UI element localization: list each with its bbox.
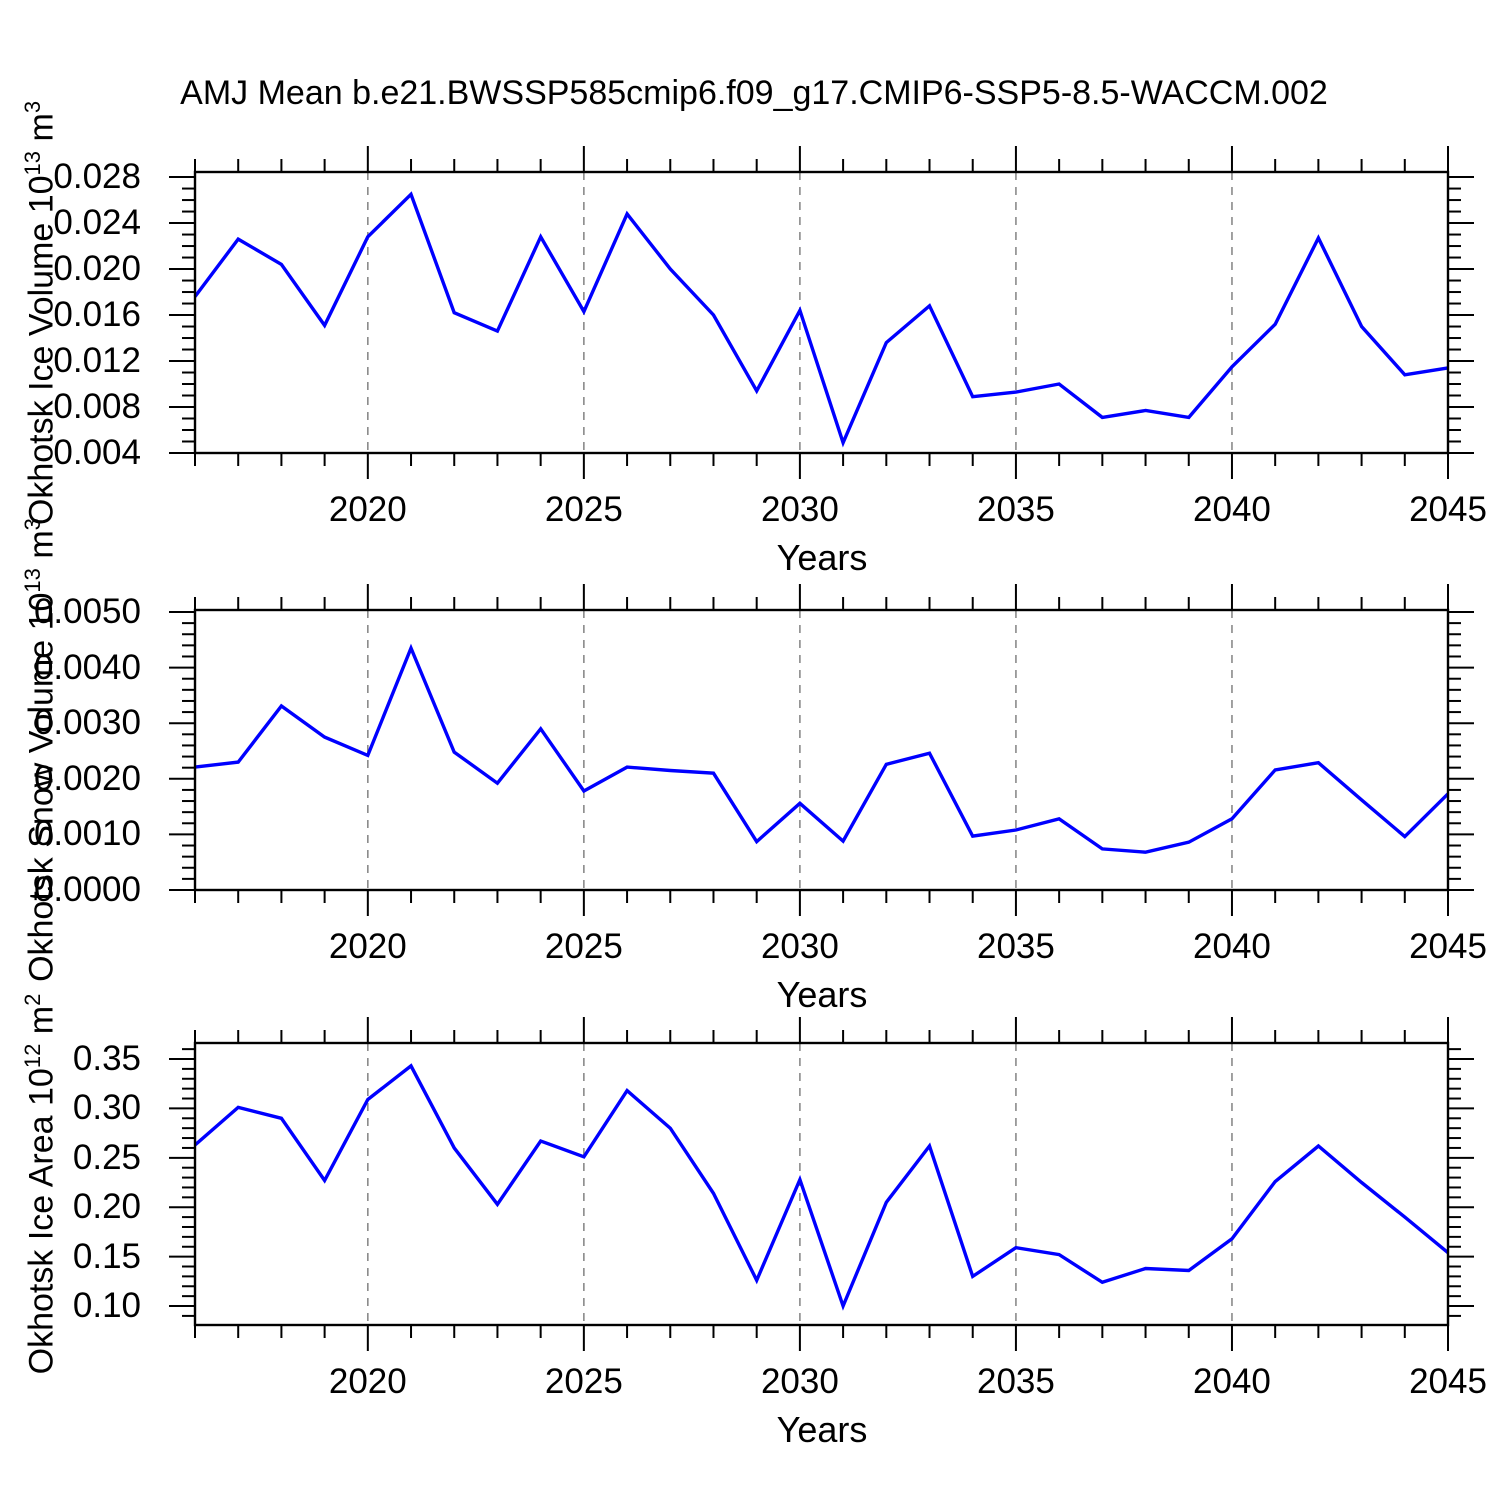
x-tick-label: 2030: [760, 927, 839, 966]
y-tick-label: 0.15: [72, 1236, 141, 1276]
y-tick-label: 0.30: [72, 1088, 141, 1128]
y-tick-label: 0.0000: [33, 870, 141, 909]
y-tick-label: 0.024: [53, 203, 141, 243]
x-tick-label: 2025: [544, 1362, 623, 1401]
y-tick-label: 0.020: [53, 249, 141, 289]
y-tick-label: 0.0040: [33, 647, 141, 687]
x-tick-label: 2045: [1409, 490, 1487, 529]
x-tick-label: 2045: [1409, 927, 1487, 966]
x-tick-label: 2035: [976, 927, 1055, 966]
ylabel-text: m: [22, 530, 61, 569]
x-tick-label: 2040: [1193, 490, 1271, 529]
y-tick-label: 0.20: [72, 1187, 141, 1227]
x-tick-label: 2030: [760, 490, 839, 529]
x-tick-label: 2025: [544, 927, 623, 966]
ylabel-superscript: 2: [20, 993, 46, 1006]
xaxis-title-panel2: Years: [776, 974, 868, 1015]
y-tick-label: 0.028: [53, 157, 141, 197]
x-tick-label: 2035: [976, 1362, 1055, 1401]
y-tick-label: 0.004: [53, 433, 141, 472]
chart-title: AMJ Mean b.e21.BWSSP585cmip6.f09_g17.CMI…: [180, 74, 1328, 112]
y-tick-label: 0.0030: [33, 703, 141, 743]
x-tick-label: 2035: [976, 490, 1055, 529]
x-tick-label: 2025: [544, 490, 623, 529]
y-tick-label: 0.0050: [33, 592, 141, 631]
y-tick-label: 0.0010: [33, 814, 141, 854]
xaxis-title-panel1: Years: [776, 537, 868, 578]
ylabel-superscript: 3: [20, 518, 46, 531]
y-tick-label: 0.016: [53, 295, 141, 335]
x-tick-label: 2020: [328, 927, 407, 966]
xaxis-title-panel3: Years: [776, 1409, 868, 1450]
y-tick-label: 0.35: [72, 1039, 141, 1078]
ylabel-snow-volume: Okhotsk Snow Volume 1013 m3: [20, 518, 62, 982]
y-tick-label: 0.25: [72, 1137, 141, 1177]
y-tick-label: 0.012: [53, 341, 141, 381]
x-tick-label: 2040: [1193, 1362, 1271, 1401]
y-tick-label: 0.0020: [33, 758, 141, 798]
x-tick-label: 2030: [760, 1362, 839, 1401]
y-tick-label: 0.008: [53, 387, 141, 426]
x-tick-label: 2040: [1193, 927, 1271, 966]
x-tick-label: 2020: [328, 490, 407, 529]
x-tick-label: 2020: [328, 1362, 407, 1401]
ylabel-text: m: [22, 113, 61, 151]
x-tick-label: 2045: [1409, 1362, 1487, 1401]
ylabel-superscript: 13: [20, 568, 46, 593]
y-tick-label: 0.10: [72, 1286, 141, 1326]
ylabel-superscript: 3: [20, 100, 46, 114]
